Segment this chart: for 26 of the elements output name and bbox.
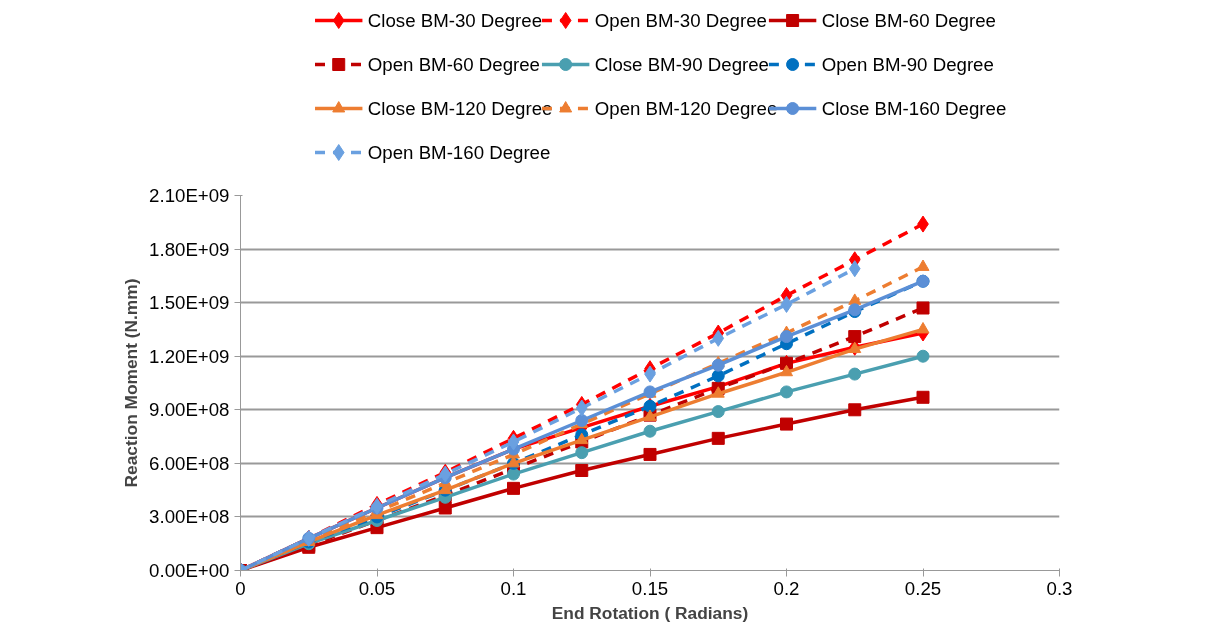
x-tick-label: 0.2 bbox=[773, 577, 800, 599]
legend-label: Close BM-160 Degree bbox=[821, 98, 1007, 119]
x-tick-label: 0.25 bbox=[904, 577, 942, 599]
y-tick-label: 9.00E+08 bbox=[149, 399, 230, 421]
y-tick-label: 6.00E+08 bbox=[149, 452, 230, 474]
y-tick-label: 0.00E+00 bbox=[149, 560, 230, 581]
x-tick-label: 0.1 bbox=[500, 577, 527, 599]
legend-label: Close BM-90 Degree bbox=[594, 54, 769, 75]
legend-label: Close BM-30 Degree bbox=[367, 10, 543, 31]
x-tick-label: 0.05 bbox=[358, 577, 396, 599]
y-tick-label: 1.80E+09 bbox=[149, 238, 230, 260]
legend-label: Open BM-60 Degree bbox=[367, 54, 541, 75]
legend-label: Open BM-90 Degree bbox=[821, 54, 994, 75]
x-tick-label: 0.3 bbox=[1046, 577, 1073, 599]
legend-label: Close BM-60 Degree bbox=[821, 10, 996, 31]
y-tick-label: 2.10E+09 bbox=[149, 185, 230, 206]
legend-label: Open BM-160 Degree bbox=[367, 142, 551, 163]
x-tick-label: 0 bbox=[235, 577, 246, 599]
x-axis-title: End Rotation ( Radians) bbox=[551, 602, 749, 623]
x-tick-label: 0.15 bbox=[631, 577, 669, 599]
legend-label: Open BM-30 Degree bbox=[594, 10, 767, 31]
y-tick-label: 1.50E+09 bbox=[149, 292, 230, 314]
y-tick-label: 1.20E+09 bbox=[149, 345, 230, 367]
y-tick-label: 3.00E+08 bbox=[149, 506, 230, 528]
y-axis-title: Reaction Moment (N.mm) bbox=[121, 278, 142, 488]
legend-label: Open BM-120 Degree bbox=[594, 98, 778, 119]
